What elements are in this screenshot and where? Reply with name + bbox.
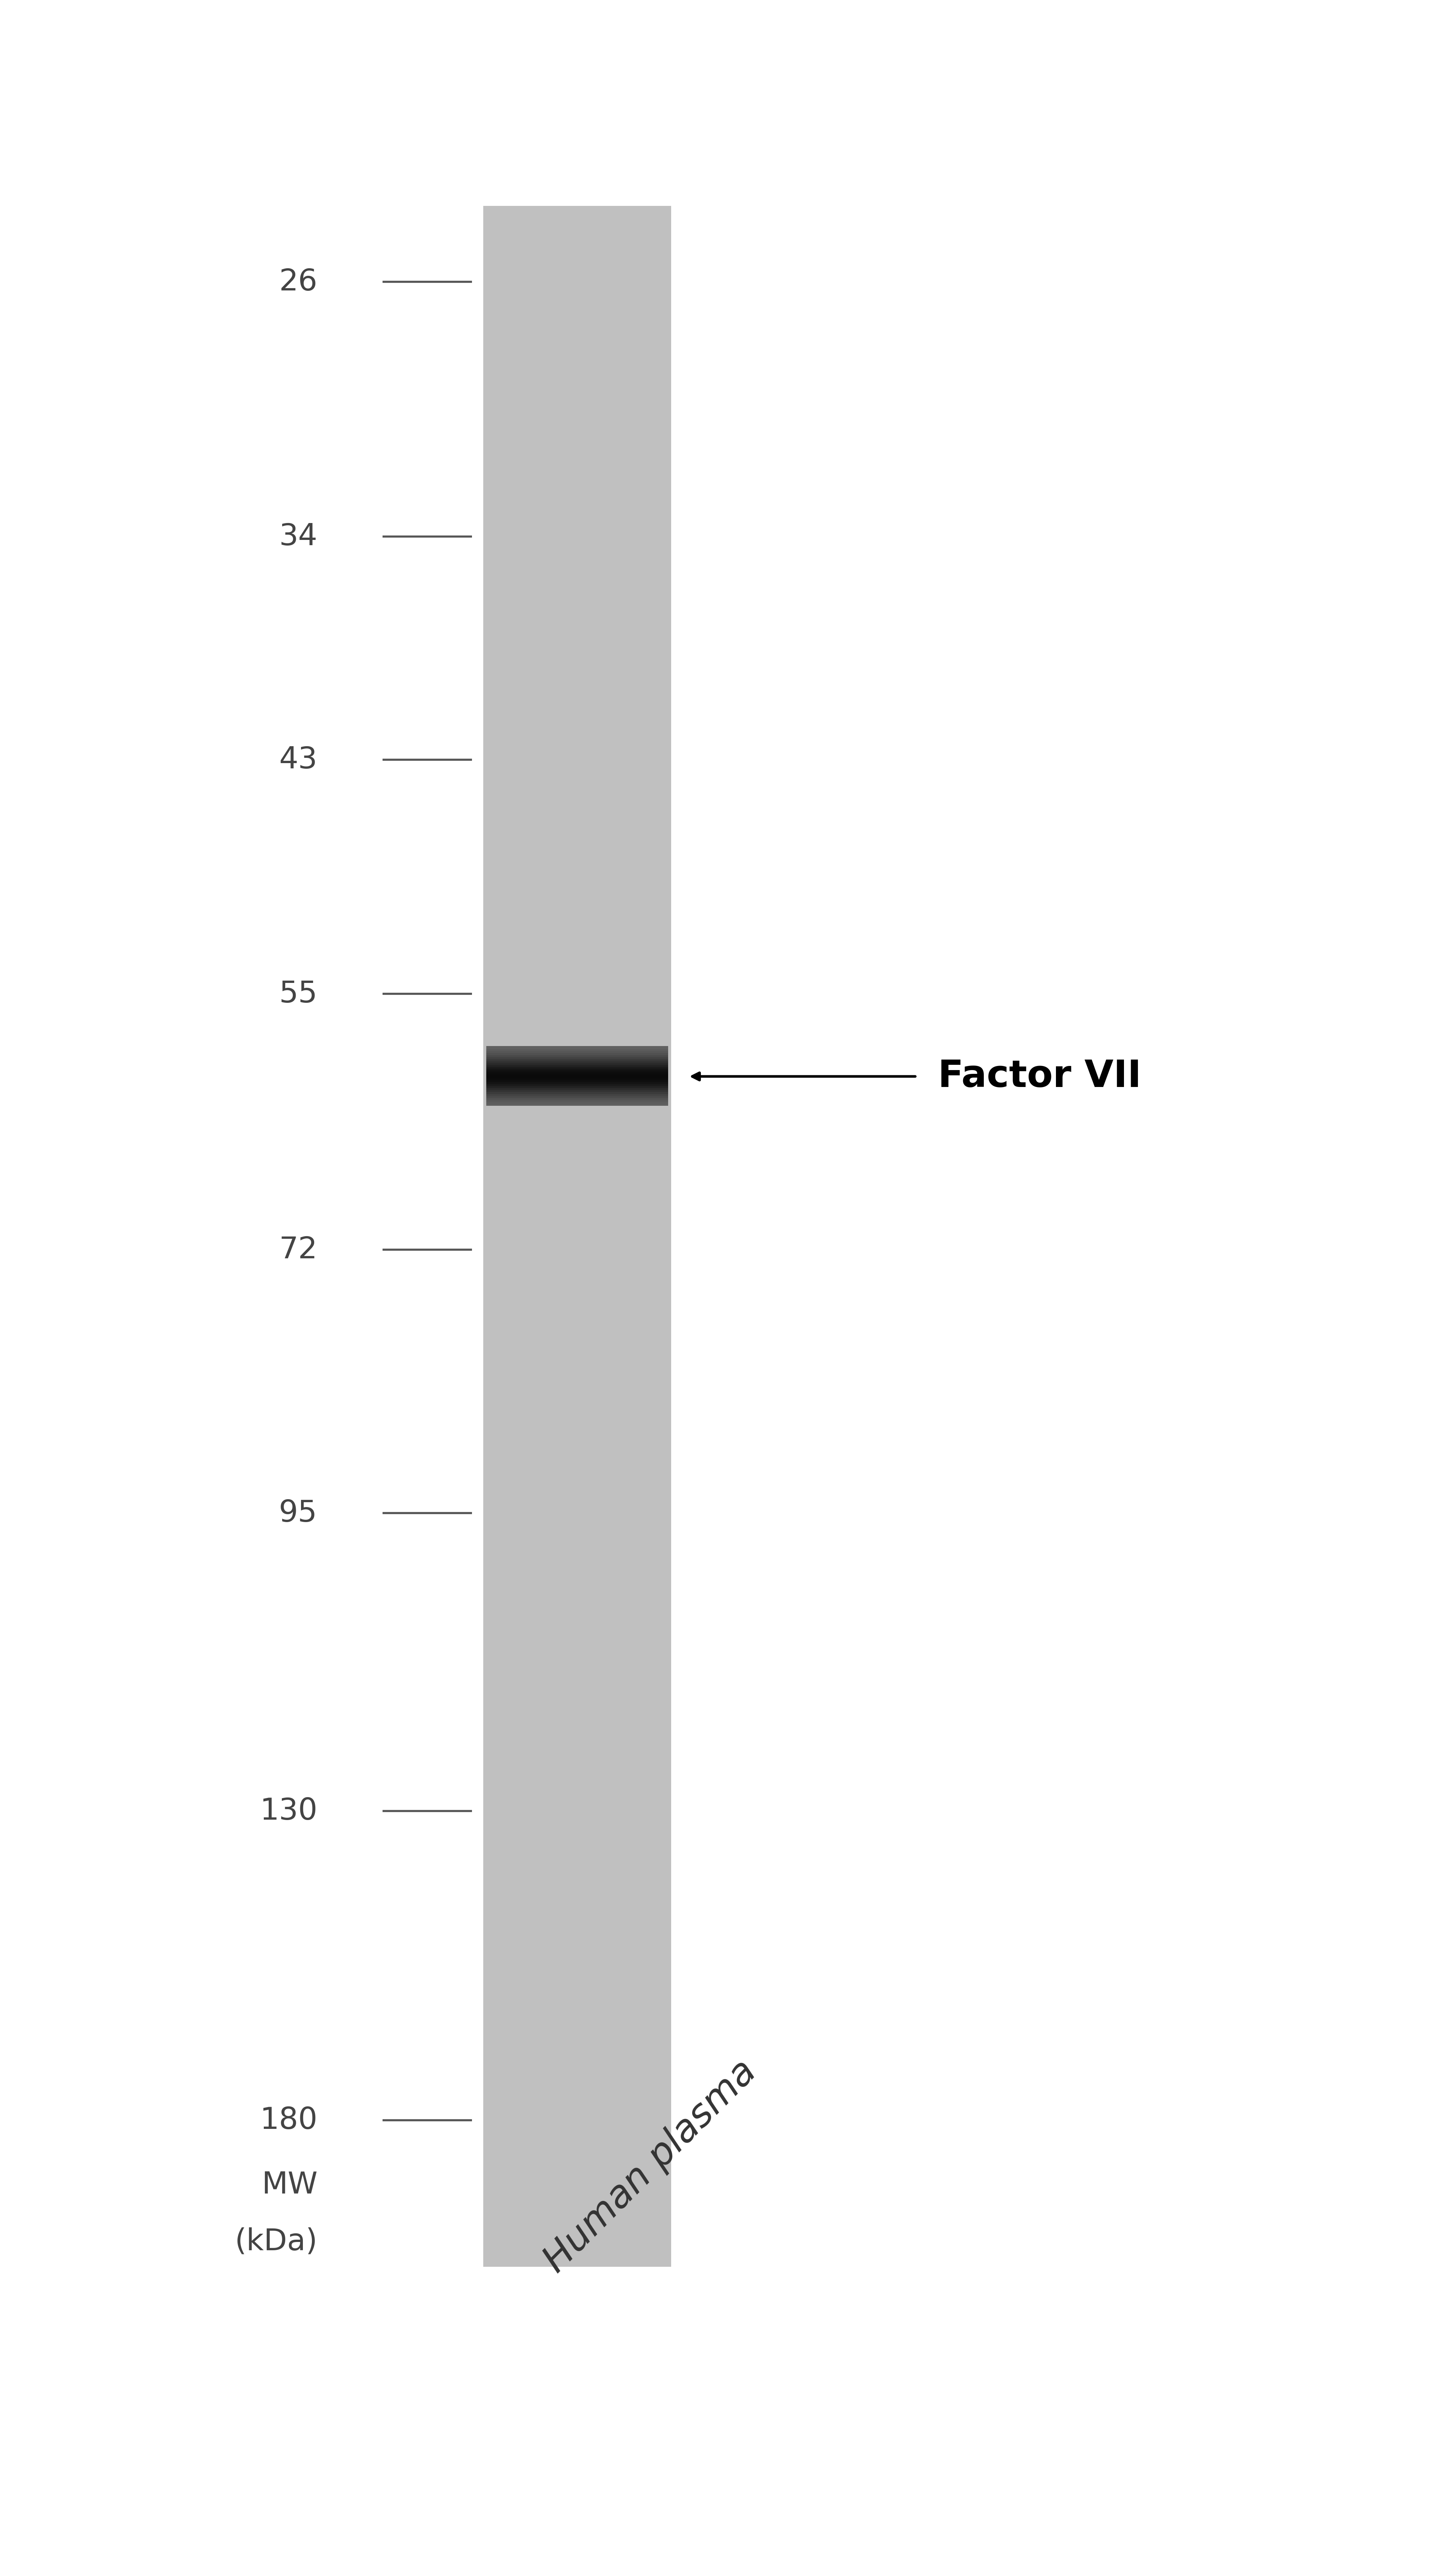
Bar [486, 1100, 668, 1103]
Bar [483, 206, 671, 2267]
Bar [486, 1097, 668, 1100]
Text: 72: 72 [278, 1236, 317, 1265]
Text: Factor VII: Factor VII [938, 1059, 1141, 1095]
Bar [486, 1072, 668, 1074]
Bar [486, 1074, 668, 1077]
Bar [486, 1051, 668, 1056]
Bar [486, 1048, 668, 1051]
Bar [486, 1046, 668, 1048]
Bar [486, 1059, 668, 1061]
Bar [486, 1103, 668, 1105]
Text: 95: 95 [278, 1499, 317, 1528]
Text: 26: 26 [278, 268, 317, 296]
Text: 130: 130 [260, 1795, 317, 1826]
Bar [486, 1051, 668, 1054]
Bar [486, 1090, 668, 1092]
Bar [486, 1069, 668, 1072]
Bar [486, 1056, 668, 1059]
Text: (kDa): (kDa) [235, 2226, 317, 2257]
Bar [486, 1061, 668, 1064]
Bar [486, 1061, 668, 1064]
Bar [486, 1092, 668, 1097]
Bar [486, 1079, 668, 1082]
Bar [486, 1084, 668, 1087]
Bar [486, 1092, 668, 1095]
Bar [486, 1064, 668, 1066]
Bar [486, 1069, 668, 1072]
Text: 180: 180 [260, 2105, 317, 2136]
Bar [486, 1082, 668, 1084]
Bar [486, 1066, 668, 1069]
Text: MW: MW [261, 2169, 317, 2200]
Bar [486, 1087, 668, 1090]
Text: 43: 43 [278, 744, 317, 775]
Text: Human plasma: Human plasma [537, 2053, 763, 2280]
Bar [486, 1054, 668, 1056]
Bar [486, 1095, 668, 1097]
Text: 34: 34 [278, 523, 317, 551]
Bar [486, 1077, 668, 1079]
Bar [486, 1100, 668, 1105]
Bar [486, 1084, 668, 1087]
Bar [486, 1077, 668, 1079]
Text: 55: 55 [278, 979, 317, 1010]
